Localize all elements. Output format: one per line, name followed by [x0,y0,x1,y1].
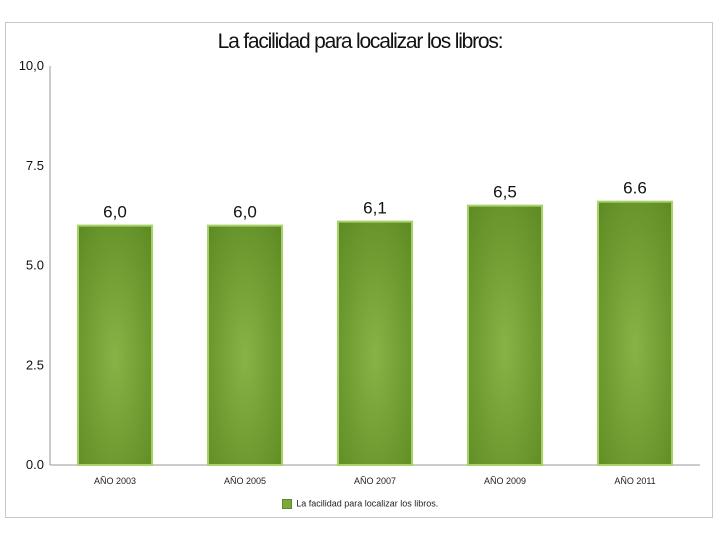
y-tick-label: 10,0 [19,58,44,73]
bar [466,204,544,466]
y-tick-label: 2.5 [26,357,44,372]
bar [206,224,284,466]
data-label: 6,1 [363,199,387,218]
x-tick-label: AÑO 2011 [614,476,655,486]
data-label: 6,0 [233,203,257,222]
x-tick-label: AÑO 2005 [224,476,266,486]
data-label: 6,5 [493,183,517,202]
x-tick-label: AÑO 2009 [484,476,526,486]
y-tick-label: 7.5 [26,158,44,173]
x-tick-label: AÑO 2007 [354,476,396,486]
y-tick-label: 0.0 [26,457,44,472]
y-tick-label: 5.0 [26,258,44,273]
bar [336,220,414,466]
data-label: 6,0 [103,203,127,222]
legend-swatch [281,498,292,509]
legend: La facilidad para localizar los libros. [0,498,720,509]
legend-label: La facilidad para localizar los libros. [296,498,439,509]
bar [76,224,154,466]
data-label: 6.6 [623,179,647,198]
x-tick-label: AÑO 2003 [94,476,136,486]
chart-title: La facilidad para localizar los libros: [217,30,504,53]
bar [596,200,674,466]
